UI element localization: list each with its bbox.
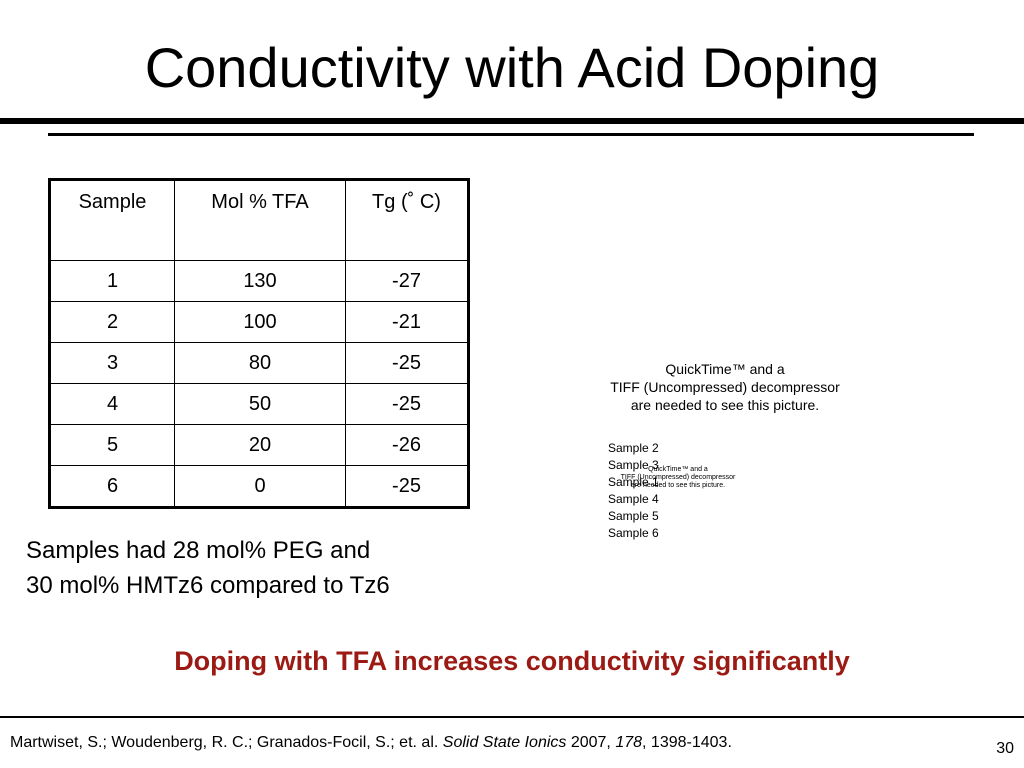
sample-legend: Sample 2 Sample 3 Sample 1 Sample 4 Samp… xyxy=(608,440,659,542)
table-row: 5 20 -26 xyxy=(49,424,469,466)
placeholder-line: TIFF (Uncompressed) decompressor xyxy=(610,379,840,395)
cell-sample: 3 xyxy=(49,342,175,384)
slide-title: Conductivity with Acid Doping xyxy=(144,36,880,99)
cell-tg: -21 xyxy=(345,301,469,343)
placeholder-line: QuickTime™ and a xyxy=(648,466,708,473)
missing-image-placeholder: QuickTime™ and a TIFF (Uncompressed) dec… xyxy=(580,360,870,414)
cell-sample: 5 xyxy=(49,424,175,466)
cell-mol-tfa: 80 xyxy=(174,342,346,384)
cell-sample: 4 xyxy=(49,383,175,425)
cell-tg: -25 xyxy=(345,465,469,508)
missing-image-placeholder-small: QuickTime™ and a TIFF (Uncompressed) dec… xyxy=(598,466,758,490)
table-row: 3 80 -25 xyxy=(49,342,469,384)
page-number: 30 xyxy=(996,740,1014,757)
legend-item: Sample 3 xyxy=(608,458,659,472)
cell-tg: -26 xyxy=(345,424,469,466)
legend-item: Sample 5 xyxy=(608,509,659,523)
conclusion-text: Doping with TFA increases conductivity s… xyxy=(174,646,850,676)
tfa-doping-table: Sample Mol % TFA Tg (˚ C) 1 130 -27 2 10… xyxy=(48,178,470,509)
note-line: 30 mol% HMTz6 compared to Tz6 xyxy=(26,572,390,599)
title-divider-thick xyxy=(0,118,1024,124)
cell-mol-tfa: 130 xyxy=(174,260,346,302)
placeholder-line: are needed to see this picture. xyxy=(630,482,726,489)
citation-year: 2007, xyxy=(566,734,616,751)
title-divider-thin xyxy=(48,133,974,136)
table-header-row: Sample Mol % TFA Tg (˚ C) xyxy=(49,179,469,261)
footer-divider xyxy=(0,716,1024,718)
note-line: Samples had 28 mol% PEG and xyxy=(26,537,371,564)
cell-tg: -25 xyxy=(345,342,469,384)
sample-composition-note: Samples had 28 mol% PEG and 30 mol% HMTz… xyxy=(26,533,390,603)
cell-sample: 1 xyxy=(49,260,175,302)
legend-item: Sample 6 xyxy=(608,526,659,540)
citation-authors: Martwiset, S.; Woudenberg, R. C.; Granad… xyxy=(10,734,443,751)
cell-sample: 6 xyxy=(49,465,175,508)
citation-pages: , 1398-1403. xyxy=(642,734,732,751)
table-row: 2 100 -21 xyxy=(49,301,469,343)
cell-tg: -25 xyxy=(345,383,469,425)
cell-mol-tfa: 0 xyxy=(174,465,346,508)
header-tg: Tg (˚ C) xyxy=(345,179,469,261)
header-mol-tfa: Mol % TFA xyxy=(174,179,346,261)
table-row: 6 0 -25 xyxy=(49,465,469,508)
cell-sample: 2 xyxy=(49,301,175,343)
citation: Martwiset, S.; Woudenberg, R. C.; Granad… xyxy=(10,734,732,752)
header-sample: Sample xyxy=(49,179,175,261)
table-row: 4 50 -25 xyxy=(49,383,469,425)
placeholder-line: are needed to see this picture. xyxy=(630,397,820,413)
legend-item: Sample 4 xyxy=(608,492,659,506)
cell-mol-tfa: 50 xyxy=(174,383,346,425)
placeholder-line: QuickTime™ and a xyxy=(665,361,785,377)
legend-item: Sample 2 xyxy=(608,441,659,455)
cell-mol-tfa: 20 xyxy=(174,424,346,466)
cell-tg: -27 xyxy=(345,260,469,302)
placeholder-line: TIFF (Uncompressed) decompressor xyxy=(620,474,736,481)
citation-journal: Solid State Ionics xyxy=(442,734,567,751)
table-row: 1 130 -27 xyxy=(49,260,469,302)
legend-item: Sample 1 xyxy=(608,475,659,489)
cell-mol-tfa: 100 xyxy=(174,301,346,343)
citation-volume: 178 xyxy=(615,734,643,751)
